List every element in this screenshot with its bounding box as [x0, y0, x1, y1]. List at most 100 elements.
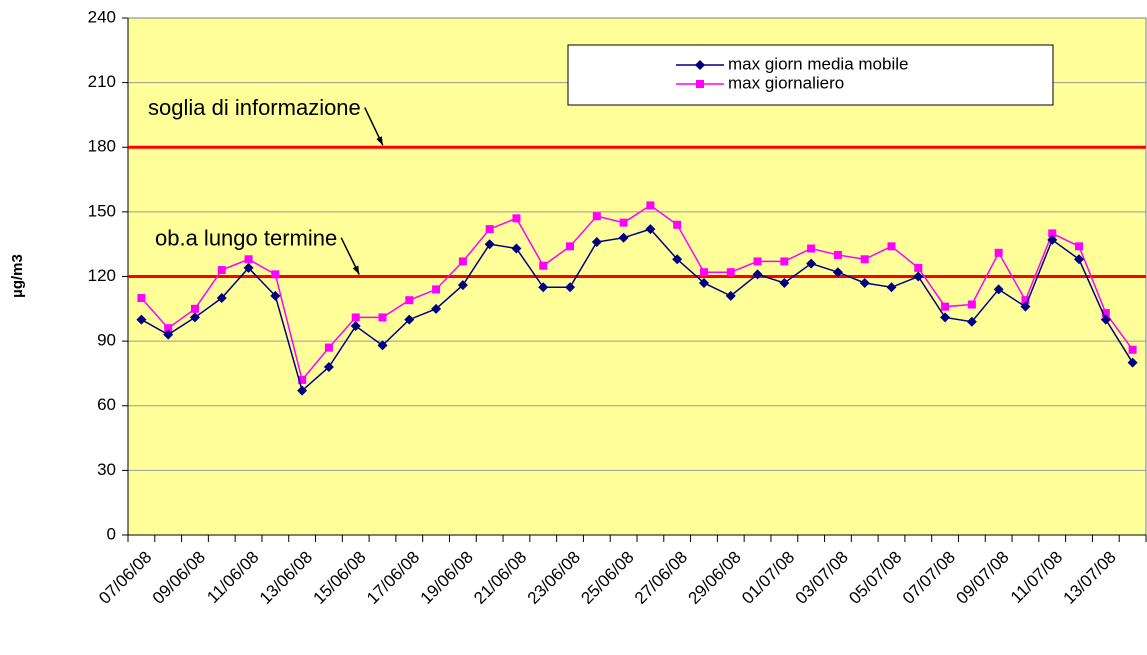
- marker: [1048, 229, 1057, 238]
- marker: [860, 255, 869, 264]
- x-tick-label: 25/06/08: [577, 548, 637, 608]
- marker: [994, 248, 1003, 257]
- marker: [914, 263, 923, 272]
- marker: [512, 214, 521, 223]
- y-tick-label: 60: [97, 395, 116, 414]
- marker: [753, 257, 762, 266]
- marker: [163, 329, 174, 340]
- marker: [779, 277, 790, 288]
- marker: [698, 277, 709, 288]
- marker: [431, 303, 442, 314]
- marker: [538, 282, 549, 293]
- x-tick-label: 29/06/08: [685, 548, 745, 608]
- marker: [591, 237, 602, 248]
- marker: [458, 257, 467, 266]
- marker: [565, 282, 576, 293]
- marker: [887, 242, 896, 251]
- marker: [833, 250, 842, 259]
- marker: [941, 302, 950, 311]
- y-tick-label: 0: [107, 524, 116, 543]
- x-tick-label: 01/07/08: [738, 548, 798, 608]
- marker: [832, 267, 843, 278]
- marker: [137, 294, 146, 303]
- marker: [592, 212, 601, 221]
- marker: [672, 254, 683, 265]
- y-axis-label: µg/m3: [9, 254, 26, 298]
- x-tick-label: 07/07/08: [899, 548, 959, 608]
- marker: [217, 266, 226, 275]
- marker: [1074, 254, 1085, 265]
- marker: [297, 385, 308, 396]
- marker: [1128, 345, 1137, 354]
- marker: [539, 261, 548, 270]
- marker: [271, 270, 280, 279]
- series-line: [140, 204, 1134, 382]
- marker: [1075, 242, 1084, 251]
- marker: [859, 277, 870, 288]
- series-line: [141, 228, 1134, 393]
- marker: [780, 257, 789, 266]
- marker: [1047, 234, 1058, 245]
- marker: [913, 271, 924, 282]
- marker: [646, 201, 655, 210]
- marker: [1021, 296, 1030, 305]
- marker: [270, 290, 281, 301]
- y-tick-label: 210: [88, 72, 116, 91]
- marker: [1100, 314, 1111, 325]
- marker: [484, 239, 495, 250]
- x-tick-label: 19/06/08: [417, 548, 477, 608]
- x-tick-label: 03/07/08: [792, 548, 852, 608]
- marker: [645, 224, 656, 235]
- x-tick-label: 07/06/08: [95, 548, 155, 608]
- marker: [350, 321, 361, 332]
- x-tick-label: 27/06/08: [631, 548, 691, 608]
- marker: [725, 290, 736, 301]
- marker: [967, 300, 976, 309]
- marker: [189, 312, 200, 323]
- marker: [298, 375, 307, 384]
- x-tick-label: 21/06/08: [470, 548, 530, 608]
- marker: [1127, 357, 1138, 368]
- y-tick-label: 240: [88, 7, 116, 26]
- marker: [673, 220, 682, 229]
- marker: [511, 243, 522, 254]
- marker: [966, 316, 977, 327]
- x-tick-label: 13/07/08: [1060, 548, 1120, 608]
- legend-label: max giornaliero: [728, 73, 844, 92]
- x-tick-label: 09/06/08: [149, 548, 209, 608]
- y-tick-label: 180: [88, 137, 116, 156]
- marker: [806, 258, 817, 269]
- marker: [940, 312, 951, 323]
- y-tick-label: 90: [97, 331, 116, 350]
- marker: [405, 296, 414, 305]
- x-tick-label: 13/06/08: [256, 548, 316, 608]
- marker: [164, 324, 173, 333]
- x-tick-label: 15/06/08: [309, 548, 369, 608]
- marker: [1101, 309, 1110, 318]
- x-tick-label: 17/06/08: [363, 548, 423, 608]
- reference-label: ob.a lungo termine: [155, 225, 337, 250]
- legend: [567, 44, 1054, 106]
- marker: [886, 282, 897, 293]
- marker: [136, 314, 147, 325]
- marker: [404, 314, 415, 325]
- marker: [216, 293, 227, 304]
- y-tick-label: 150: [88, 201, 116, 220]
- marker: [324, 343, 333, 352]
- marker: [243, 262, 254, 273]
- marker: [244, 255, 253, 264]
- y-tick-label: 120: [88, 266, 116, 285]
- marker: [618, 232, 629, 243]
- marker: [377, 340, 388, 351]
- x-tick-label: 09/07/08: [952, 548, 1012, 608]
- marker: [323, 361, 334, 372]
- x-tick-label: 23/06/08: [524, 548, 584, 608]
- marker: [1020, 301, 1031, 312]
- marker: [457, 280, 468, 291]
- marker: [807, 244, 816, 253]
- marker: [378, 313, 387, 322]
- marker: [485, 225, 494, 234]
- marker: [699, 268, 708, 277]
- marker: [696, 80, 704, 88]
